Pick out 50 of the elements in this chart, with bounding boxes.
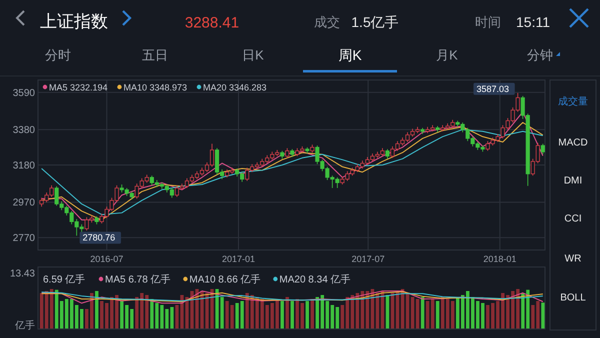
y-tick-label: 3380 [12, 125, 36, 136]
text: 分钟 [527, 48, 553, 63]
text: 成交 [314, 14, 340, 30]
bar [280, 301, 284, 329]
bar [420, 297, 424, 329]
x-tick-label: 2016-07 [90, 254, 124, 264]
text: 13.43 [10, 268, 36, 280]
bar [286, 297, 289, 329]
candlestick [285, 148, 290, 158]
text: 1.5亿手 [351, 14, 399, 30]
bar [95, 291, 98, 329]
x-tick-label: 2018-01 [483, 254, 516, 264]
bar [541, 302, 545, 329]
bar [436, 301, 440, 329]
text: 日K [242, 48, 264, 63]
text: 15:11 [516, 14, 550, 30]
y-tick-label: 3590 [12, 88, 36, 99]
text: 周K [338, 46, 362, 63]
legend-label: MA10 8.66 亿手 [189, 273, 261, 286]
text: 成交量 [558, 96, 588, 108]
text: DMI [564, 176, 582, 186]
text: CCI [564, 214, 582, 224]
text: 五日 [142, 48, 168, 63]
legend-label: MA10 3348.973 [123, 82, 188, 92]
candlestick [540, 143, 545, 155]
y-tick-label: 2770 [12, 233, 36, 244]
candlestick [385, 148, 390, 160]
annotation: 2780.76 [82, 232, 116, 243]
legend-label: MA5 3232.194 [49, 82, 108, 92]
text: 分时 [45, 48, 71, 63]
x-tick-label: 2017-07 [352, 254, 385, 264]
y-axis-title: 亿手 [14, 320, 35, 332]
text: 6.59 亿手 [43, 274, 86, 286]
legend-label: MA5 6.78 亿手 [105, 273, 171, 286]
text: MACD [558, 138, 588, 148]
x-tick-label: 2017-01 [222, 254, 256, 264]
text: 月K [436, 48, 458, 63]
text: 上证指数 [40, 12, 108, 31]
bar [290, 301, 294, 329]
text: BOLL [560, 292, 586, 304]
text: 3288.41 [184, 14, 240, 32]
y-tick-label: 3180 [12, 160, 36, 172]
text: WR [564, 254, 582, 264]
text: 时间 [475, 14, 501, 30]
legend-label: MA20 8.34 亿手 [279, 273, 351, 286]
legend-label: MA20 3346.283 [203, 82, 267, 92]
bar [310, 299, 314, 329]
bar [306, 301, 309, 329]
y-tick-label: 2970 [12, 198, 36, 209]
annotation: 3587.03 [476, 84, 510, 94]
